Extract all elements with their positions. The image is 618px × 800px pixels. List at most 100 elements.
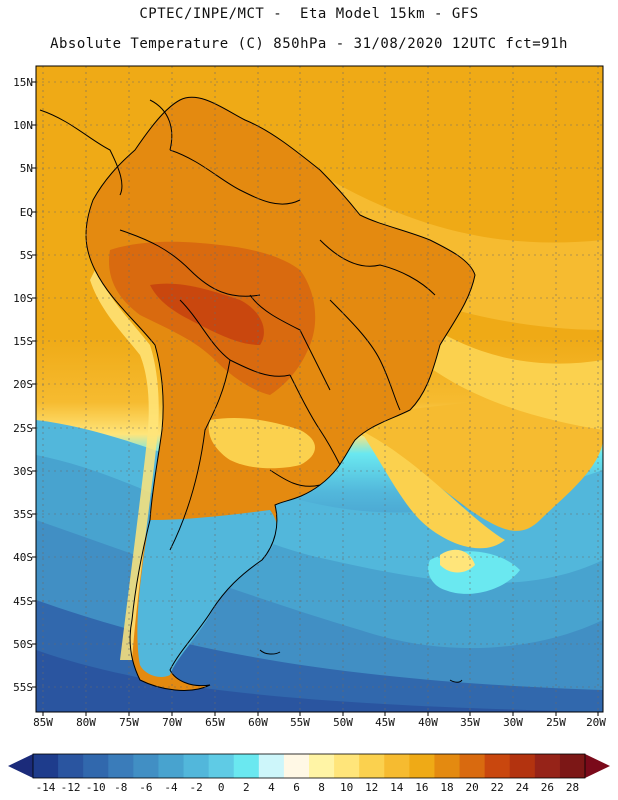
sea-band-yellow xyxy=(420,320,603,430)
colorbar-cell xyxy=(384,754,410,778)
colorbar xyxy=(8,753,610,779)
colorbar-cell xyxy=(58,754,84,778)
colorbar-label: -12 xyxy=(60,781,81,794)
warm-tongue-inner xyxy=(360,430,505,549)
lon-label-70w: 70W xyxy=(162,716,182,729)
continent-coastline xyxy=(85,96,476,691)
colorbar-label: 26 xyxy=(540,781,555,794)
colorbar-label: -2 xyxy=(189,781,203,794)
lon-label-60w: 60W xyxy=(248,716,268,729)
lon-label-75w: 75W xyxy=(119,716,139,729)
colorbar-cell xyxy=(459,754,486,778)
colorbar-cell xyxy=(509,754,536,778)
border-uruguay xyxy=(269,469,321,487)
lon-label-30w: 30W xyxy=(503,716,523,729)
border-paraguay-uruguay xyxy=(289,374,341,466)
colorbar-high-arrow xyxy=(585,754,610,778)
colorbar-label: -6 xyxy=(139,781,153,794)
axis-ticks xyxy=(32,81,599,716)
lon-label-80w: 80W xyxy=(76,716,96,729)
lat-label-5n: 5N xyxy=(19,162,33,175)
lat-label-40s: 40S xyxy=(13,551,33,564)
border-argentina-chile xyxy=(169,359,231,551)
lon-label-85w: 85W xyxy=(33,716,53,729)
lat-label-10s: 10S xyxy=(13,292,33,305)
colorbar-label: 18 xyxy=(440,781,454,794)
lat-label-30s: 30S xyxy=(13,465,33,478)
map-frame xyxy=(35,65,604,713)
lon-label-65w: 65W xyxy=(205,716,225,729)
colorbar-label: -4 xyxy=(164,781,178,794)
colorbar-label: 12 xyxy=(365,781,379,794)
lat-label-15n: 15N xyxy=(13,76,33,89)
colorbar-cell xyxy=(559,754,586,778)
lat-label-50s: 50S xyxy=(13,638,33,651)
lon-label-35w: 35W xyxy=(460,716,480,729)
map-field xyxy=(36,66,603,712)
colorbar-cell xyxy=(133,754,159,778)
colorbar-label: -8 xyxy=(114,781,128,794)
border-northern xyxy=(169,149,301,205)
colorbar-cell xyxy=(283,754,310,778)
colorbar-cell xyxy=(409,754,435,778)
colorbar-cell xyxy=(233,754,260,778)
colorbar-cell xyxy=(183,754,210,778)
lon-label-50w: 50W xyxy=(333,716,353,729)
colorbar-cell xyxy=(158,754,185,778)
colorbar-label: 20 xyxy=(465,781,479,794)
colorbar-label: -10 xyxy=(85,781,106,794)
colorbar-cell xyxy=(108,754,134,778)
border-brazil-states-2 xyxy=(329,299,401,411)
lat-label-55s: 55S xyxy=(13,681,33,694)
lat-label-15s: 15S xyxy=(13,335,33,348)
lon-label-45w: 45W xyxy=(375,716,395,729)
lon-label-40w: 40W xyxy=(418,716,438,729)
colorbar-label: 24 xyxy=(515,781,529,794)
colorbar-label: 22 xyxy=(490,781,504,794)
warm-eddy xyxy=(440,549,475,573)
lon-label-55w: 55W xyxy=(290,716,310,729)
colorbar-cell xyxy=(258,754,285,778)
colorbar-cell xyxy=(484,754,511,778)
warm-tongue xyxy=(330,380,603,531)
south-georgia xyxy=(449,679,463,683)
falklands xyxy=(259,649,281,655)
lat-lon-grid xyxy=(36,66,603,712)
map-title-line-1: CPTEC/INPE/MCT - Eta Model 15km - GFS xyxy=(139,6,479,22)
colorbar-label: 4 xyxy=(268,781,275,794)
colorbar-cell xyxy=(33,754,59,778)
cold-band-5 xyxy=(36,650,603,712)
colorbar-label: 16 xyxy=(415,781,429,794)
border-peru-brazil xyxy=(119,229,261,297)
colorbar-label: 0 xyxy=(217,781,225,794)
andes-cool-strip xyxy=(90,270,159,660)
colorbar-cell xyxy=(434,754,461,778)
lat-label-eq: EQ xyxy=(19,206,33,219)
colorbar-label: -14 xyxy=(35,781,56,794)
lat-label-5s: 5S xyxy=(19,249,33,262)
land-hottest-core xyxy=(150,283,264,345)
sea-band-north xyxy=(380,70,603,204)
lat-label-45s: 45S xyxy=(13,595,33,608)
colorbar-label: 10 xyxy=(339,781,354,794)
colorbar-cell xyxy=(334,754,360,778)
colorbar-low-arrow xyxy=(8,754,33,778)
central-america-coast xyxy=(39,109,123,196)
lat-label-20s: 20S xyxy=(13,378,33,391)
patagonia-cold xyxy=(137,510,278,677)
colorbar-label: 28 xyxy=(565,781,580,794)
border-colombia-venezuela xyxy=(149,99,173,151)
lat-label-25s: 25S xyxy=(13,422,33,435)
colorbar-label: 2 xyxy=(242,781,250,794)
lat-label-35s: 35S xyxy=(13,508,33,521)
colorbar-label: 8 xyxy=(318,781,325,794)
colorbar-cell xyxy=(534,754,561,778)
mid-latitude-warm xyxy=(208,418,315,469)
colorbar-label: 6 xyxy=(293,781,300,794)
colorbar-frame xyxy=(32,753,586,779)
map-title-line-2: Absolute Temperature (C) 850hPa - 31/08/… xyxy=(50,36,568,52)
colorbar-label: 14 xyxy=(390,781,404,794)
colorbar-cell xyxy=(359,754,385,778)
lon-label-25w: 25W xyxy=(546,716,566,729)
